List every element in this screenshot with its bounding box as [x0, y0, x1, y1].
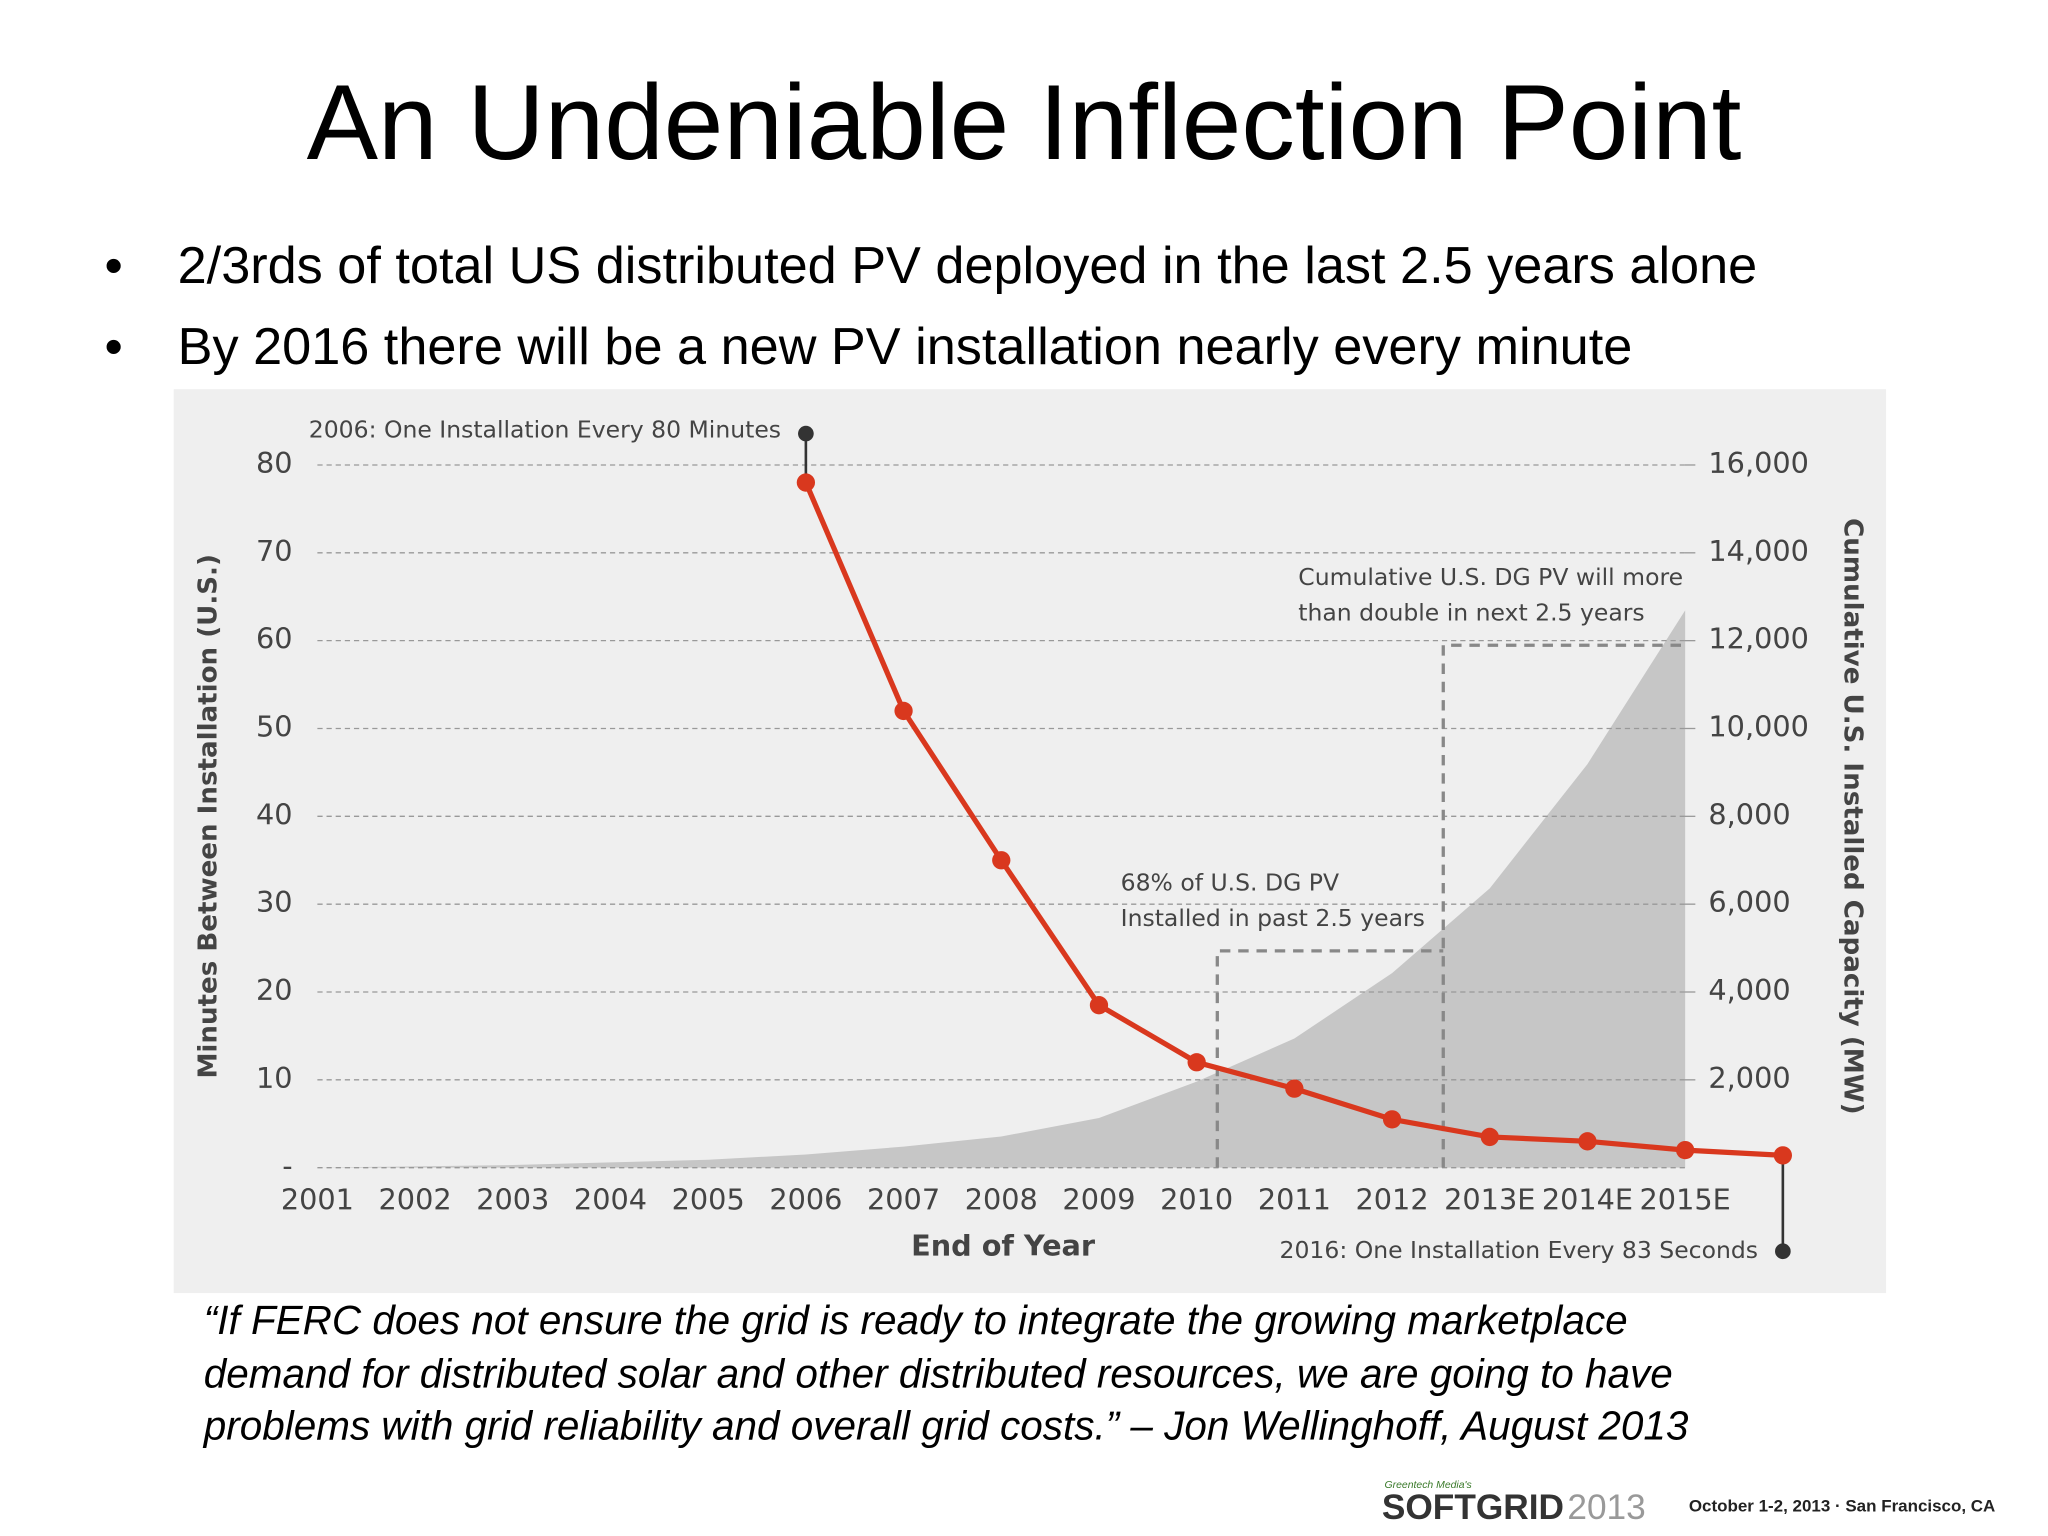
x-tick-label: 2001 [281, 1183, 354, 1217]
bullet: 2/3rds of total US distributed PV deploy… [178, 237, 1758, 295]
annotation: 68% of U.S. DG PV [1121, 869, 1339, 897]
point [1382, 1110, 1402, 1129]
y-tick-label: 10 [256, 1061, 293, 1095]
y-tick-label: 30 [256, 885, 293, 919]
y-tick-label: 80 [256, 446, 293, 480]
x-tick-label: 2014E [1542, 1183, 1633, 1217]
leader-dot [1775, 1243, 1791, 1260]
y2-tick-label: 12,000 [1708, 622, 1809, 656]
point [894, 701, 913, 721]
x-tick-label: 2005 [672, 1183, 745, 1217]
y2-tick-label: 10,000 [1708, 709, 1809, 743]
annotation: 2016: One Installation Every 83 Seconds [1280, 1236, 1759, 1264]
y2-tick-label: 16,000 [1708, 446, 1809, 480]
bullet-dot: • [104, 318, 122, 376]
chart: - 10 20 30 40 50 60 70 80 2,000 4,000 6,000 8,000 10,… [193, 416, 1867, 1264]
y-tick-label: - [282, 1149, 292, 1183]
callout-line [1441, 643, 1685, 1168]
y-axis-title: Minutes Between Installation (U.S.) [193, 554, 223, 1078]
x-tick-label: 2006 [769, 1183, 842, 1217]
point [1089, 996, 1109, 1015]
point [992, 851, 1011, 870]
x-tick-label: 2002 [379, 1183, 452, 1217]
quote-line: problems with grid reliability and overa… [203, 1403, 1689, 1449]
point [1480, 1127, 1499, 1147]
x-tick-label: 2010 [1160, 1183, 1233, 1217]
y-tick-label: 60 [256, 622, 293, 656]
x-tick-label: 2015E [1640, 1183, 1731, 1217]
y-tick-label: 50 [256, 709, 293, 743]
y-tick-label: 70 [256, 534, 293, 568]
x-tick-label: 2013E [1444, 1183, 1535, 1217]
slide-title: An Undeniable Inflection Point [307, 62, 1742, 182]
annotation: 2006: One Installation Every 80 Minutes [309, 416, 781, 444]
bullet-dot: • [104, 237, 122, 295]
y2-tick-label: 6,000 [1708, 885, 1790, 919]
point [1578, 1132, 1597, 1151]
x-tick-label: 2009 [1062, 1183, 1135, 1217]
y-tick-label: 20 [256, 973, 293, 1007]
y2-tick-label: 8,000 [1708, 797, 1790, 831]
point [1676, 1140, 1695, 1160]
area [317, 610, 1686, 1168]
point [1773, 1146, 1792, 1165]
quote-line: demand for distributed solar and other d… [204, 1350, 1673, 1396]
footer-event: October 1-2, 2013 · San Francisco, CA [1689, 1497, 1996, 1516]
footer-publisher: Greentech Media's [1384, 1480, 1471, 1491]
point [1285, 1079, 1304, 1098]
annotation: Installed in past 2.5 years [1121, 904, 1425, 932]
x-axis-title: End of Year [911, 1228, 1096, 1262]
leader-dot [798, 425, 814, 442]
quote-line: “If FERC does not ensure the grid is rea… [204, 1297, 1628, 1343]
y2-tick-label: 4,000 [1708, 973, 1790, 1007]
annotation: Cumulative U.S. DG PV will more [1298, 563, 1683, 591]
y2-tick-label: 14,000 [1708, 534, 1809, 568]
y-tick-label: 40 [256, 797, 293, 831]
x-tick-label: 2003 [476, 1183, 549, 1217]
annotation: than double in next 2.5 years [1298, 598, 1644, 626]
x-tick-label: 2004 [574, 1183, 647, 1217]
y2-tick-label: 2,000 [1708, 1061, 1790, 1095]
footer-year: 2013 [1567, 1488, 1645, 1527]
callout-line [1215, 949, 1444, 1168]
x-tick-label: 2008 [965, 1183, 1038, 1217]
y2-axis-title: Cumulative U.S. Installed Capacity (MW) [1838, 518, 1868, 1114]
x-tick-label: 2007 [867, 1183, 940, 1217]
point [796, 473, 816, 492]
x-tick-label: 2011 [1258, 1183, 1331, 1217]
point [1187, 1053, 1206, 1072]
x-tick-label: 2012 [1356, 1183, 1429, 1217]
bullet: By 2016 there will be a new PV installat… [178, 318, 1633, 376]
footer-brand: SOFTGRID [1382, 1488, 1564, 1527]
